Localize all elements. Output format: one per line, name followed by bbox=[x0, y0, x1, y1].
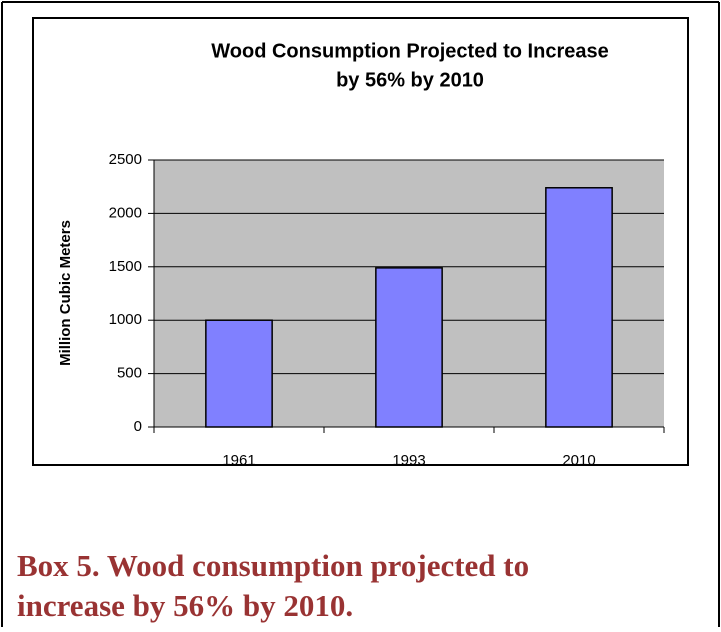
x-tick-label: 2010 bbox=[562, 452, 595, 469]
x-tick-label: 1993 bbox=[392, 452, 425, 469]
bar bbox=[375, 267, 443, 428]
chart-title: Wood Consumption Projected to Increase bbox=[211, 40, 608, 62]
y-tick-label: 2000 bbox=[109, 204, 142, 221]
y-tick-label: 1500 bbox=[109, 258, 142, 275]
bar bbox=[205, 319, 273, 428]
y-tick-label: 500 bbox=[117, 365, 142, 382]
bar bbox=[545, 187, 613, 428]
y-axis-label: Million Cubic Meters bbox=[57, 220, 74, 366]
caption: Box 5. Wood consumption projected to bbox=[17, 548, 529, 583]
y-tick-label: 2500 bbox=[109, 151, 142, 168]
chart-title: by 56% by 2010 bbox=[336, 69, 484, 91]
x-tick-label: 1961 bbox=[222, 452, 255, 469]
y-tick-label: 0 bbox=[134, 418, 142, 435]
caption: increase by 56% by 2010. bbox=[17, 588, 353, 623]
y-tick-label: 1000 bbox=[109, 311, 142, 328]
